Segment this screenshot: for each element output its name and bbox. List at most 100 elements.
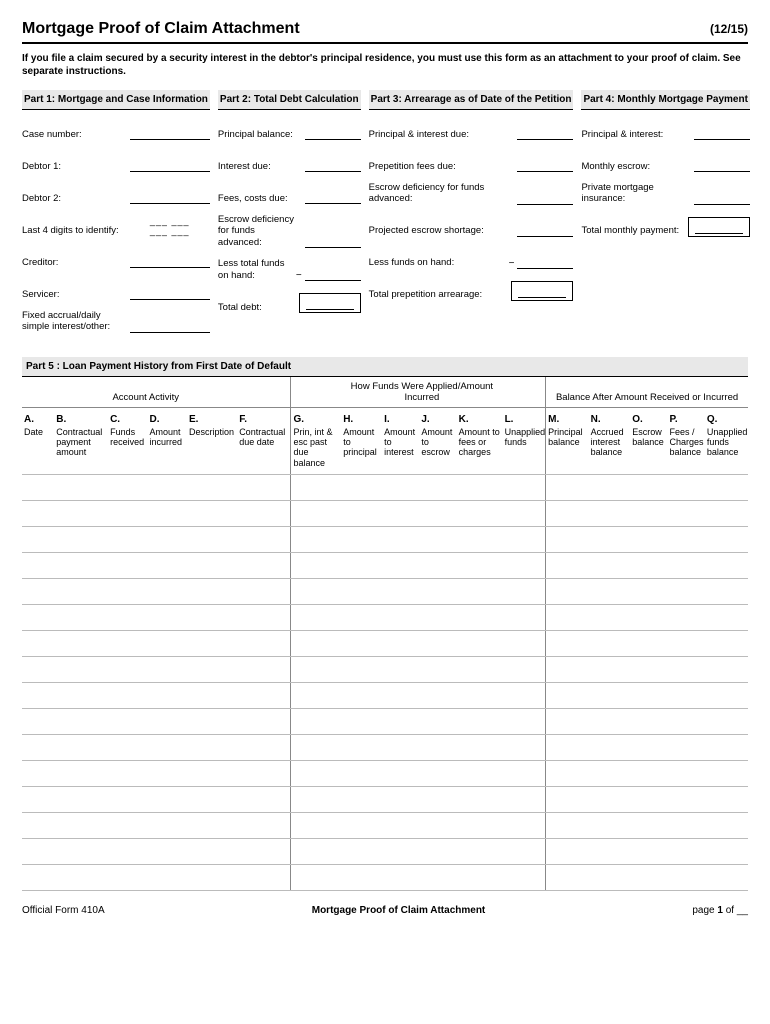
table-cell[interactable] bbox=[54, 501, 108, 527]
table-cell[interactable] bbox=[589, 553, 631, 579]
table-cell[interactable] bbox=[503, 709, 546, 735]
table-cell[interactable] bbox=[546, 813, 589, 839]
table-cell[interactable] bbox=[54, 709, 108, 735]
table-cell[interactable] bbox=[546, 501, 589, 527]
table-cell[interactable] bbox=[341, 865, 382, 891]
table-cell[interactable] bbox=[457, 683, 503, 709]
table-cell[interactable] bbox=[341, 761, 382, 787]
table-cell[interactable] bbox=[148, 683, 187, 709]
table-cell[interactable] bbox=[705, 527, 748, 553]
table-cell[interactable] bbox=[589, 683, 631, 709]
prepetition-fees-field[interactable] bbox=[517, 160, 573, 172]
table-cell[interactable] bbox=[237, 527, 291, 553]
table-cell[interactable] bbox=[668, 787, 705, 813]
table-cell[interactable] bbox=[148, 813, 187, 839]
table-cell[interactable] bbox=[187, 657, 237, 683]
table-cell[interactable] bbox=[237, 709, 291, 735]
table-cell[interactable] bbox=[108, 631, 147, 657]
table-cell[interactable] bbox=[503, 631, 546, 657]
table-cell[interactable] bbox=[630, 579, 667, 605]
table-cell[interactable] bbox=[503, 501, 546, 527]
table-cell[interactable] bbox=[382, 553, 419, 579]
table-cell[interactable] bbox=[341, 683, 382, 709]
table-cell[interactable] bbox=[291, 735, 341, 761]
table-cell[interactable] bbox=[187, 813, 237, 839]
table-cell[interactable] bbox=[291, 657, 341, 683]
table-cell[interactable] bbox=[291, 683, 341, 709]
table-cell[interactable] bbox=[630, 839, 667, 865]
total-debt-field[interactable] bbox=[299, 293, 361, 313]
table-cell[interactable] bbox=[457, 527, 503, 553]
table-cell[interactable] bbox=[503, 553, 546, 579]
table-cell[interactable] bbox=[22, 631, 54, 657]
table-cell[interactable] bbox=[630, 475, 667, 501]
table-cell[interactable] bbox=[237, 813, 291, 839]
table-cell[interactable] bbox=[630, 735, 667, 761]
table-cell[interactable] bbox=[291, 761, 341, 787]
table-cell[interactable] bbox=[237, 631, 291, 657]
table-cell[interactable] bbox=[668, 501, 705, 527]
table-cell[interactable] bbox=[503, 605, 546, 631]
table-cell[interactable] bbox=[291, 839, 341, 865]
table-cell[interactable] bbox=[341, 813, 382, 839]
table-cell[interactable] bbox=[668, 475, 705, 501]
table-cell[interactable] bbox=[148, 475, 187, 501]
table-cell[interactable] bbox=[237, 761, 291, 787]
table-cell[interactable] bbox=[108, 787, 147, 813]
table-cell[interactable] bbox=[187, 839, 237, 865]
table-cell[interactable] bbox=[503, 839, 546, 865]
table-cell[interactable] bbox=[668, 579, 705, 605]
total-prepetition-field[interactable] bbox=[511, 281, 573, 301]
table-cell[interactable] bbox=[108, 709, 147, 735]
creditor-field[interactable] bbox=[130, 256, 210, 268]
table-cell[interactable] bbox=[382, 709, 419, 735]
table-cell[interactable] bbox=[237, 865, 291, 891]
table-cell[interactable] bbox=[108, 683, 147, 709]
table-cell[interactable] bbox=[705, 709, 748, 735]
pmi-field[interactable] bbox=[694, 193, 750, 205]
table-cell[interactable] bbox=[54, 553, 108, 579]
table-cell[interactable] bbox=[382, 813, 419, 839]
table-cell[interactable] bbox=[419, 657, 456, 683]
table-cell[interactable] bbox=[187, 709, 237, 735]
table-cell[interactable] bbox=[108, 527, 147, 553]
table-cell[interactable] bbox=[382, 735, 419, 761]
table-cell[interactable] bbox=[546, 865, 589, 891]
table-cell[interactable] bbox=[22, 735, 54, 761]
table-cell[interactable] bbox=[108, 605, 147, 631]
interest-due-field[interactable] bbox=[305, 160, 361, 172]
table-cell[interactable] bbox=[108, 553, 147, 579]
table-cell[interactable] bbox=[630, 553, 667, 579]
table-cell[interactable] bbox=[419, 787, 456, 813]
fees-costs-field[interactable] bbox=[305, 192, 361, 204]
table-cell[interactable] bbox=[237, 683, 291, 709]
table-cell[interactable] bbox=[419, 631, 456, 657]
table-cell[interactable] bbox=[341, 657, 382, 683]
table-cell[interactable] bbox=[108, 735, 147, 761]
table-cell[interactable] bbox=[546, 527, 589, 553]
table-cell[interactable] bbox=[291, 709, 341, 735]
table-cell[interactable] bbox=[54, 657, 108, 683]
table-cell[interactable] bbox=[148, 501, 187, 527]
table-cell[interactable] bbox=[187, 605, 237, 631]
table-cell[interactable] bbox=[291, 553, 341, 579]
table-cell[interactable] bbox=[341, 605, 382, 631]
table-cell[interactable] bbox=[589, 735, 631, 761]
table-cell[interactable] bbox=[705, 631, 748, 657]
table-cell[interactable] bbox=[382, 657, 419, 683]
table-cell[interactable] bbox=[341, 579, 382, 605]
less-funds-field[interactable] bbox=[305, 269, 361, 281]
table-cell[interactable] bbox=[546, 709, 589, 735]
last4-field[interactable]: ___ ___ ___ ___ bbox=[150, 216, 210, 236]
table-cell[interactable] bbox=[705, 865, 748, 891]
table-cell[interactable] bbox=[419, 579, 456, 605]
table-cell[interactable] bbox=[419, 865, 456, 891]
table-cell[interactable] bbox=[457, 787, 503, 813]
pi-field[interactable] bbox=[694, 128, 750, 140]
table-cell[interactable] bbox=[108, 657, 147, 683]
table-cell[interactable] bbox=[419, 735, 456, 761]
case-number-field[interactable] bbox=[130, 128, 210, 140]
table-cell[interactable] bbox=[705, 605, 748, 631]
table-cell[interactable] bbox=[705, 579, 748, 605]
table-cell[interactable] bbox=[187, 865, 237, 891]
